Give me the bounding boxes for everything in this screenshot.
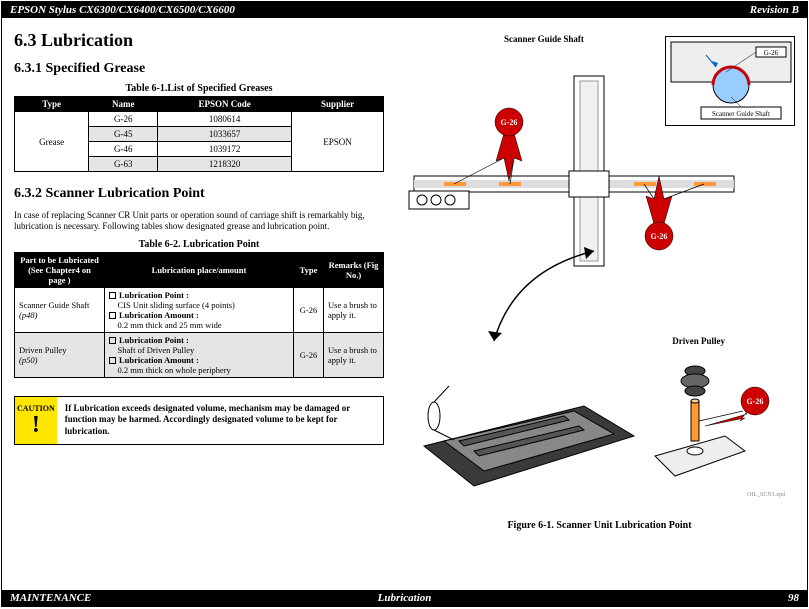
cell-place: Lubrication Point : Shaft of Driven Pull… [105, 332, 294, 377]
svg-text:G-26: G-26 [764, 49, 779, 57]
caution-text: If Lubrication exceeds designated volume… [57, 397, 383, 444]
cell-type2: G-26 [294, 332, 324, 377]
th-part: Part to be Lubricated (See Chapter4 on p… [15, 252, 105, 287]
table2-caption: Table 6-2. Lubrication Point [14, 239, 384, 250]
footer-mid: Lubrication [378, 592, 432, 604]
cell-name: G-45 [89, 127, 158, 142]
header-bar: EPSON Stylus CX6300/CX6400/CX6500/CX6600… [2, 2, 807, 18]
cell-remarks: Use a brush to apply it. [324, 332, 384, 377]
driven-pulley-label: Driven Pulley [672, 336, 725, 346]
cell-part: Driven Pulley (p50) [15, 332, 105, 377]
svg-text:G-26: G-26 [501, 118, 518, 127]
right-column: Scanner Guide Shaft [404, 26, 795, 531]
cell-name: G-63 [89, 157, 158, 172]
file-code: OIL_SCN1.epd [747, 492, 785, 498]
body-6-3-2: In case of replacing Scanner CR Unit par… [14, 210, 384, 233]
cell-part: Scanner Guide Shaft (p48) [15, 287, 105, 332]
cell-name: G-46 [89, 142, 158, 157]
th-code: EPSON Code [158, 97, 292, 112]
table1-caption: Table 6-1.List of Specified Greases [14, 83, 384, 94]
cell-name: G-26 [89, 112, 158, 127]
cell-type: Grease [15, 112, 89, 172]
subsection-6-3-1: 6.3.1 Specified Grease [14, 61, 384, 77]
footer-bar: MAINTENANCE Lubrication 98 [2, 590, 807, 606]
section-6-3: 6.3 Lubrication [14, 30, 384, 51]
table-row: Driven Pulley (p50) Lubrication Point : … [15, 332, 384, 377]
cell-code: 1033657 [158, 127, 292, 142]
cell-place: Lubrication Point : CIS Unit sliding sur… [105, 287, 294, 332]
caution-box: CAUTION ! If Lubrication exceeds designa… [14, 396, 384, 445]
th-remarks: Remarks (Fig No.) [324, 252, 384, 287]
footer-left: MAINTENANCE [10, 592, 91, 604]
figure-caption: Figure 6-1. Scanner Unit Lubrication Poi… [404, 520, 795, 531]
cell-remarks: Use a brush to apply it. [324, 287, 384, 332]
grease-table: Type Name EPSON Code Supplier Grease G-2… [14, 96, 384, 172]
cell-supplier: EPSON [292, 112, 384, 172]
th-supplier: Supplier [292, 97, 384, 112]
header-right: Revision B [750, 4, 799, 16]
th-type2: Type [294, 252, 324, 287]
cell-type2: G-26 [294, 287, 324, 332]
subsection-6-3-2: 6.3.2 Scanner Lubrication Point [14, 186, 384, 202]
scanner-guide-label: Scanner Guide Shaft [504, 34, 584, 44]
footer-right: 98 [788, 592, 799, 604]
cell-code: 1218320 [158, 157, 292, 172]
caution-icon: CAUTION ! [15, 397, 57, 444]
th-type: Type [15, 97, 89, 112]
exclamation-icon: ! [32, 413, 40, 437]
th-place: Lubrication place/amount [105, 252, 294, 287]
svg-text:G-26: G-26 [747, 397, 764, 406]
table-row: Scanner Guide Shaft (p48) Lubrication Po… [15, 287, 384, 332]
th-name: Name [89, 97, 158, 112]
figure-diagram: Scanner Guide Shaft [404, 26, 795, 516]
left-column: 6.3 Lubrication 6.3.1 Specified Grease T… [14, 26, 384, 531]
header-left: EPSON Stylus CX6300/CX6400/CX6500/CX6600 [10, 4, 235, 16]
cell-code: 1080614 [158, 112, 292, 127]
page-frame: EPSON Stylus CX6300/CX6400/CX6500/CX6600… [1, 1, 808, 607]
lubrication-point-table: Part to be Lubricated (See Chapter4 on p… [14, 252, 384, 378]
svg-text:Scanner Guide Shaft: Scanner Guide Shaft [712, 110, 770, 118]
content-area: 6.3 Lubrication 6.3.1 Specified Grease T… [2, 18, 807, 555]
cell-code: 1039172 [158, 142, 292, 157]
svg-text:G-26: G-26 [651, 232, 668, 241]
